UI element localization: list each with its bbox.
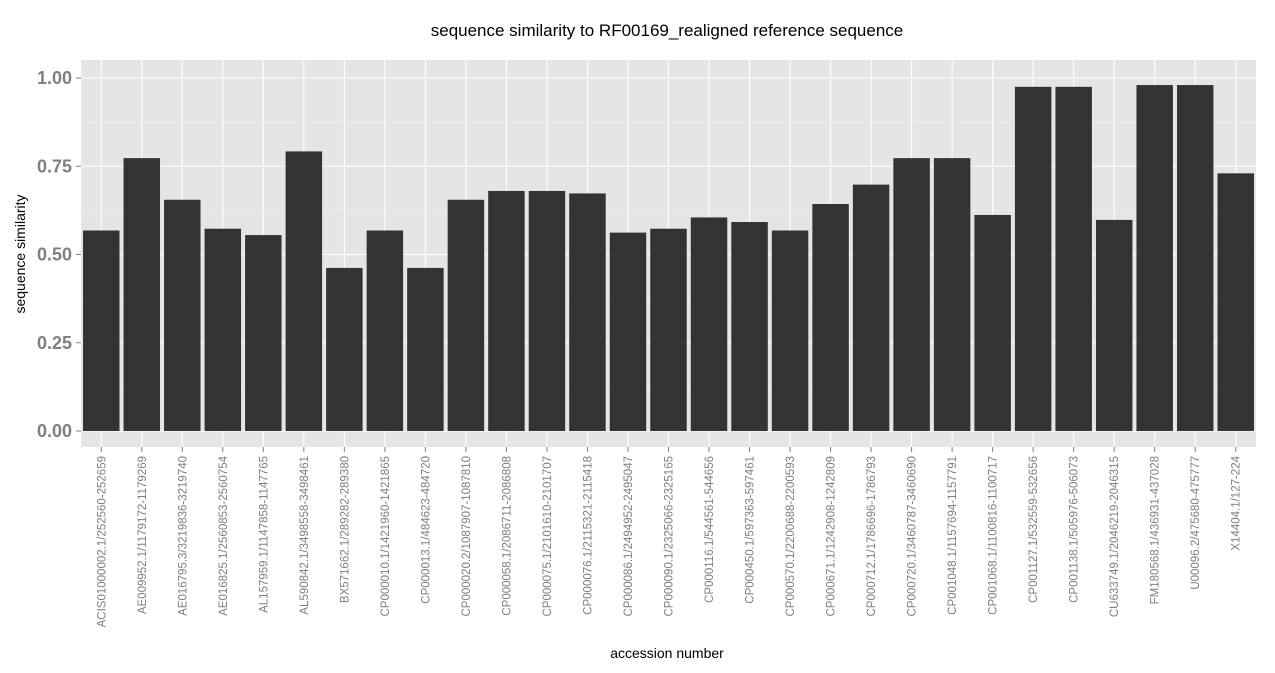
x-tick-label: AL157959.1/1147858-1147765: [258, 456, 270, 613]
chart-title: sequence similarity to RF00169_realigned…: [431, 21, 904, 40]
bar: [366, 230, 404, 431]
y-tick-label: 0.75: [37, 156, 72, 176]
bar: [326, 267, 363, 431]
bar: [731, 222, 768, 431]
x-tick-label: CP000058.1/2086711-2086808: [501, 456, 513, 616]
x-tick-label: AE016825.1/2560853-2560754: [218, 455, 230, 615]
bar: [609, 232, 647, 431]
bar: [690, 217, 728, 431]
y-axis: 0.00 0.25 0.50 0.75 1.00: [37, 68, 81, 441]
x-tick-label: AE009952.1/1179172-1179269: [137, 456, 149, 614]
x-tick-label: ACIS01000002.1/252560-252659: [96, 456, 108, 627]
bar: [1014, 86, 1052, 431]
x-tick-label: CP000450.1/597363-597461: [745, 456, 757, 604]
x-tick-label: CP000570.1/2200688-2200593: [785, 456, 797, 617]
bar: [447, 199, 485, 431]
x-axis: ACIS01000002.1/252560-252659 AE009952.1/1…: [96, 447, 1243, 627]
x-tick-label: CP001127.1/532559-532656: [1028, 456, 1040, 603]
x-tick-label: CP000712.1/1786696-1786793: [866, 456, 878, 617]
x-tick-label: CP000010.1/1421960-1421865: [380, 456, 392, 617]
bar: [164, 199, 201, 431]
bar: [204, 228, 242, 431]
bar: [893, 158, 930, 431]
x-tick-label: CP000116.1/544561-544656: [704, 456, 716, 603]
x-tick-label: AL590842.1/3498558-3498461: [299, 456, 311, 615]
bar: [528, 190, 566, 431]
x-tick-label: CP000086.1/2494952-2495047: [623, 456, 635, 617]
bar: [488, 190, 525, 431]
x-tick-label: BX571662.1/289282-289380: [339, 456, 351, 603]
bar: [933, 158, 971, 431]
bar: [974, 214, 1011, 431]
bar: [650, 228, 687, 431]
y-tick-label: 0.50: [37, 245, 72, 265]
x-tick-label: CP000020.2/1087907-1087810: [461, 456, 473, 617]
bar: [1136, 85, 1173, 431]
x-tick-label: CP001068.1/1100816-1100717: [988, 456, 1000, 615]
bar: [1217, 173, 1254, 431]
y-tick-label: 0.25: [37, 333, 72, 353]
x-tick-label: CP000076.1/2115321-2115418: [582, 456, 594, 615]
x-tick-label: CP000090.1/2325066-2325165: [664, 456, 676, 617]
bar: [245, 235, 282, 431]
x-tick-label: CU633749.1/2046219-2046315: [1109, 456, 1121, 617]
bar: [812, 204, 849, 431]
bar: [569, 193, 606, 431]
bar: [852, 184, 890, 431]
bars: [83, 85, 1254, 432]
x-tick-label: CP000013.1/484623-484720: [420, 456, 432, 604]
bar: [1176, 85, 1214, 431]
x-tick-label: CP000671.1/1242908-1242809: [826, 456, 838, 617]
x-tick-label: FM180568.1/436931-437028: [1150, 456, 1162, 604]
y-tick-label: 1.00: [37, 68, 72, 88]
y-axis-title: sequence similarity: [12, 194, 28, 313]
x-tick-label: U00096.2/475680-475777: [1190, 456, 1202, 590]
x-tick-label: AE016795.3/3219836-3219740: [177, 456, 189, 616]
bar: [285, 151, 323, 432]
x-tick-label: CP001048.1/1157694-1157791: [947, 456, 959, 615]
bar: [771, 230, 809, 431]
bar: [407, 267, 444, 431]
x-axis-title: accession number: [610, 645, 724, 661]
x-tick-label: CP000720.1/3460787-3460690: [907, 456, 919, 617]
bar: [123, 158, 161, 431]
x-tick-label: X14404.1/127-224: [1231, 455, 1243, 550]
bar: [83, 230, 120, 431]
bar: [1055, 86, 1092, 431]
x-tick-label: CP000075.1/2101610-2101707: [542, 456, 554, 617]
bar: [1095, 219, 1133, 431]
y-tick-label: 0.00: [37, 421, 72, 441]
x-tick-label: CP001138.1/505976-506073: [1069, 456, 1081, 603]
